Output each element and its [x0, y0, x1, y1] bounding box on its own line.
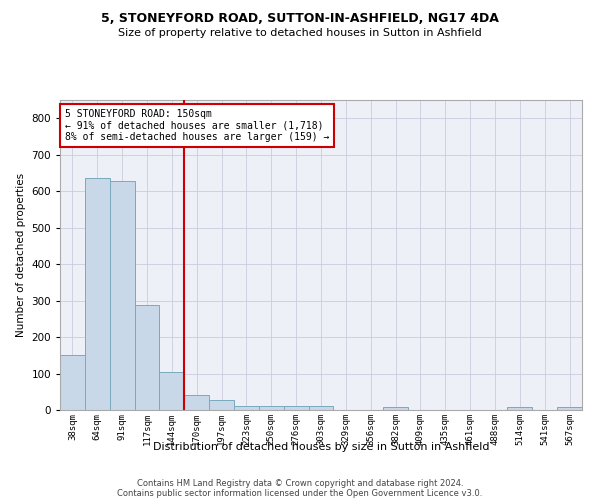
Bar	[383, 407, 408, 410]
Bar	[557, 407, 582, 410]
Bar	[209, 400, 234, 410]
Bar	[308, 406, 334, 410]
Bar	[508, 407, 532, 410]
Text: Distribution of detached houses by size in Sutton in Ashfield: Distribution of detached houses by size …	[153, 442, 489, 452]
Text: Size of property relative to detached houses in Sutton in Ashfield: Size of property relative to detached ho…	[118, 28, 482, 38]
Bar	[259, 406, 284, 410]
Bar	[184, 394, 209, 410]
Text: Contains HM Land Registry data © Crown copyright and database right 2024.: Contains HM Land Registry data © Crown c…	[137, 478, 463, 488]
Bar	[60, 356, 85, 410]
Text: Contains public sector information licensed under the Open Government Licence v3: Contains public sector information licen…	[118, 488, 482, 498]
Y-axis label: Number of detached properties: Number of detached properties	[16, 173, 26, 337]
Text: 5 STONEYFORD ROAD: 150sqm
← 91% of detached houses are smaller (1,718)
8% of sem: 5 STONEYFORD ROAD: 150sqm ← 91% of detac…	[65, 110, 329, 142]
Bar	[284, 406, 308, 410]
Bar	[85, 178, 110, 410]
Bar	[160, 372, 184, 410]
Text: 5, STONEYFORD ROAD, SUTTON-IN-ASHFIELD, NG17 4DA: 5, STONEYFORD ROAD, SUTTON-IN-ASHFIELD, …	[101, 12, 499, 26]
Bar	[134, 304, 160, 410]
Bar	[234, 406, 259, 410]
Bar	[110, 181, 134, 410]
